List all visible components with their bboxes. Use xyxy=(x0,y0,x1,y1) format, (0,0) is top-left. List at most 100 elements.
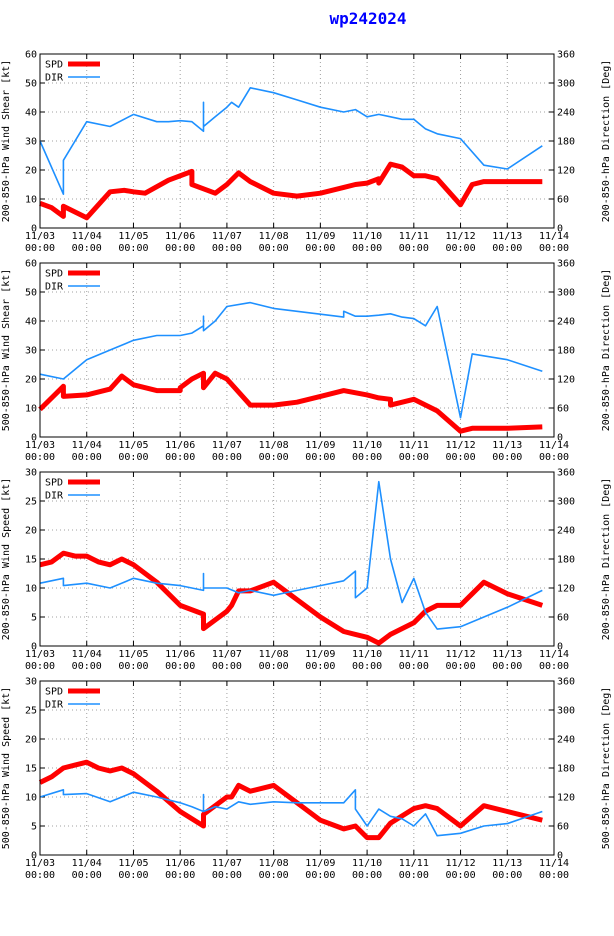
x-tick-label: 11/06 xyxy=(165,649,195,660)
x-tick-label: 11/12 xyxy=(445,858,475,869)
chart-panel-4: 11/0300:0011/0400:0011/0500:0011/0600:00… xyxy=(1,677,612,882)
y-tick-label-left: 20 xyxy=(25,526,37,537)
y-tick-label-right: 60 xyxy=(557,404,569,415)
x-tick-label: 11/04 xyxy=(72,231,102,242)
x-tick-label: 11/11 xyxy=(399,231,429,242)
x-tick-time: 00:00 xyxy=(259,870,289,881)
legend-label-dir: DIR xyxy=(45,700,64,711)
y-tick-label-left: 0 xyxy=(31,224,37,235)
y-tick-label-right: 0 xyxy=(557,224,563,235)
y-axis-label-left: 200-850-hPa Wind Speed [kt] xyxy=(1,478,12,641)
figure-title: wp242024 xyxy=(329,9,406,28)
x-tick-time: 00:00 xyxy=(72,661,102,672)
y-tick-label-left: 60 xyxy=(25,259,37,270)
y-tick-label-right: 120 xyxy=(557,793,575,804)
x-tick-time: 00:00 xyxy=(492,452,522,463)
y-tick-label-right: 360 xyxy=(557,259,575,270)
spd-series-line xyxy=(39,161,543,221)
x-tick-label: 11/03 xyxy=(25,649,55,660)
y-tick-label-left: 50 xyxy=(25,79,37,90)
y-tick-label-right: 180 xyxy=(557,137,575,148)
y-tick-label-left: 10 xyxy=(25,584,37,595)
y-tick-label-left: 40 xyxy=(25,317,37,328)
y-axis-label-left: 500-850-hPa Wind Speed [kt] xyxy=(1,687,12,850)
x-tick-time: 00:00 xyxy=(492,661,522,672)
x-tick-label: 11/12 xyxy=(445,440,475,451)
y-tick-label-right: 60 xyxy=(557,195,569,206)
y-tick-label-left: 10 xyxy=(25,404,37,415)
y-tick-label-right: 240 xyxy=(557,735,575,746)
x-tick-time: 00:00 xyxy=(399,870,429,881)
dir-series-line xyxy=(39,87,543,195)
x-tick-label: 11/07 xyxy=(212,858,242,869)
x-tick-label: 11/14 xyxy=(539,649,569,660)
x-tick-time: 00:00 xyxy=(445,243,475,254)
plot-frame xyxy=(39,53,555,229)
y-tick-label-right: 180 xyxy=(557,346,575,357)
x-tick-label: 11/03 xyxy=(25,231,55,242)
x-tick-time: 00:00 xyxy=(118,243,148,254)
x-tick-label: 11/06 xyxy=(165,440,195,451)
x-tick-time: 00:00 xyxy=(259,243,289,254)
y-tick-label-right: 300 xyxy=(557,497,575,508)
plot-frame xyxy=(39,471,555,647)
y-tick-label-left: 10 xyxy=(25,793,37,804)
x-tick-time: 00:00 xyxy=(539,452,569,463)
legend-label-dir: DIR xyxy=(45,282,64,293)
legend: SPD DIR xyxy=(45,60,100,84)
y-tick-label-right: 120 xyxy=(557,375,575,386)
x-tick-time: 00:00 xyxy=(25,243,55,254)
x-tick-time: 00:00 xyxy=(539,870,569,881)
x-tick-label: 11/13 xyxy=(492,231,522,242)
x-tick-label: 11/08 xyxy=(259,858,289,869)
x-tick-time: 00:00 xyxy=(72,243,102,254)
legend-label-spd: SPD xyxy=(45,60,63,71)
x-tick-time: 00:00 xyxy=(212,661,242,672)
x-tick-time: 00:00 xyxy=(352,452,382,463)
x-tick-label: 11/07 xyxy=(212,649,242,660)
x-tick-label: 11/09 xyxy=(305,649,335,660)
x-tick-time: 00:00 xyxy=(445,870,475,881)
x-tick-time: 00:00 xyxy=(165,661,195,672)
x-tick-time: 00:00 xyxy=(118,452,148,463)
y-axis-label-right: 200-850-hPa Direction [Deg] xyxy=(601,60,612,223)
x-tick-label: 11/05 xyxy=(118,440,148,451)
x-tick-time: 00:00 xyxy=(72,870,102,881)
legend-label-dir: DIR xyxy=(45,491,64,502)
x-tick-label: 11/08 xyxy=(259,440,289,451)
x-tick-label: 11/04 xyxy=(72,858,102,869)
x-tick-time: 00:00 xyxy=(25,661,55,672)
y-tick-label-left: 0 xyxy=(31,851,37,862)
legend-label-spd: SPD xyxy=(45,478,63,489)
x-tick-time: 00:00 xyxy=(25,870,55,881)
y-axis-label-left: 500-850-hPa Wind Shear [kt] xyxy=(1,269,12,432)
x-tick-label: 11/06 xyxy=(165,231,195,242)
y-tick-label-right: 240 xyxy=(557,317,575,328)
x-tick-time: 00:00 xyxy=(445,452,475,463)
x-tick-label: 11/05 xyxy=(118,858,148,869)
x-tick-time: 00:00 xyxy=(118,661,148,672)
y-tick-label-left: 50 xyxy=(25,288,37,299)
y-tick-label-right: 0 xyxy=(557,433,563,444)
dir-series-line xyxy=(39,301,543,419)
y-tick-label-left: 30 xyxy=(25,468,37,479)
y-tick-label-left: 5 xyxy=(31,822,37,833)
x-tick-label: 11/10 xyxy=(352,440,382,451)
plot-frame xyxy=(39,680,555,856)
x-tick-label: 11/13 xyxy=(492,440,522,451)
x-tick-time: 00:00 xyxy=(399,452,429,463)
x-tick-label: 11/12 xyxy=(445,649,475,660)
x-tick-time: 00:00 xyxy=(539,661,569,672)
y-tick-label-left: 25 xyxy=(25,706,37,717)
legend-label-spd: SPD xyxy=(45,687,63,698)
legend: SPD DIR xyxy=(45,269,100,293)
chart-panel-3: 11/0300:0011/0400:0011/0500:0011/0600:00… xyxy=(1,468,612,673)
y-tick-label-left: 5 xyxy=(31,613,37,624)
y-tick-label-left: 25 xyxy=(25,497,37,508)
chart-panel-1: 11/0300:0011/0400:0011/0500:0011/0600:00… xyxy=(1,50,612,255)
x-tick-time: 00:00 xyxy=(212,243,242,254)
y-tick-label-left: 60 xyxy=(25,50,37,61)
x-tick-label: 11/08 xyxy=(259,649,289,660)
x-tick-time: 00:00 xyxy=(305,452,335,463)
x-tick-time: 00:00 xyxy=(539,243,569,254)
